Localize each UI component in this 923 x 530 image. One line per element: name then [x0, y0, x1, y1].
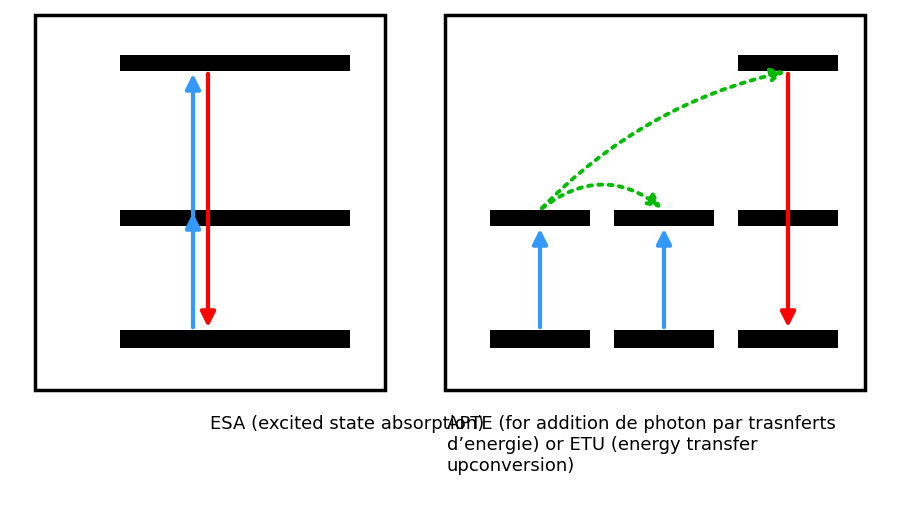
Bar — [738, 330, 838, 348]
Bar — [738, 55, 838, 71]
Bar — [490, 330, 590, 348]
Bar — [35, 15, 385, 390]
Bar — [614, 330, 714, 348]
Bar — [614, 210, 714, 226]
Bar — [445, 15, 865, 390]
Bar — [738, 210, 838, 226]
FancyArrowPatch shape — [542, 184, 658, 208]
Text: APTE (for addition de photon par trasnferts
d’energie) or ETU (energy transfer
u: APTE (for addition de photon par trasnfe… — [447, 415, 836, 474]
Bar — [120, 330, 350, 348]
Bar — [490, 210, 590, 226]
FancyArrowPatch shape — [542, 69, 781, 208]
Bar — [120, 210, 350, 226]
Bar — [120, 55, 350, 71]
Text: ESA (excited state absorption): ESA (excited state absorption) — [210, 415, 485, 433]
